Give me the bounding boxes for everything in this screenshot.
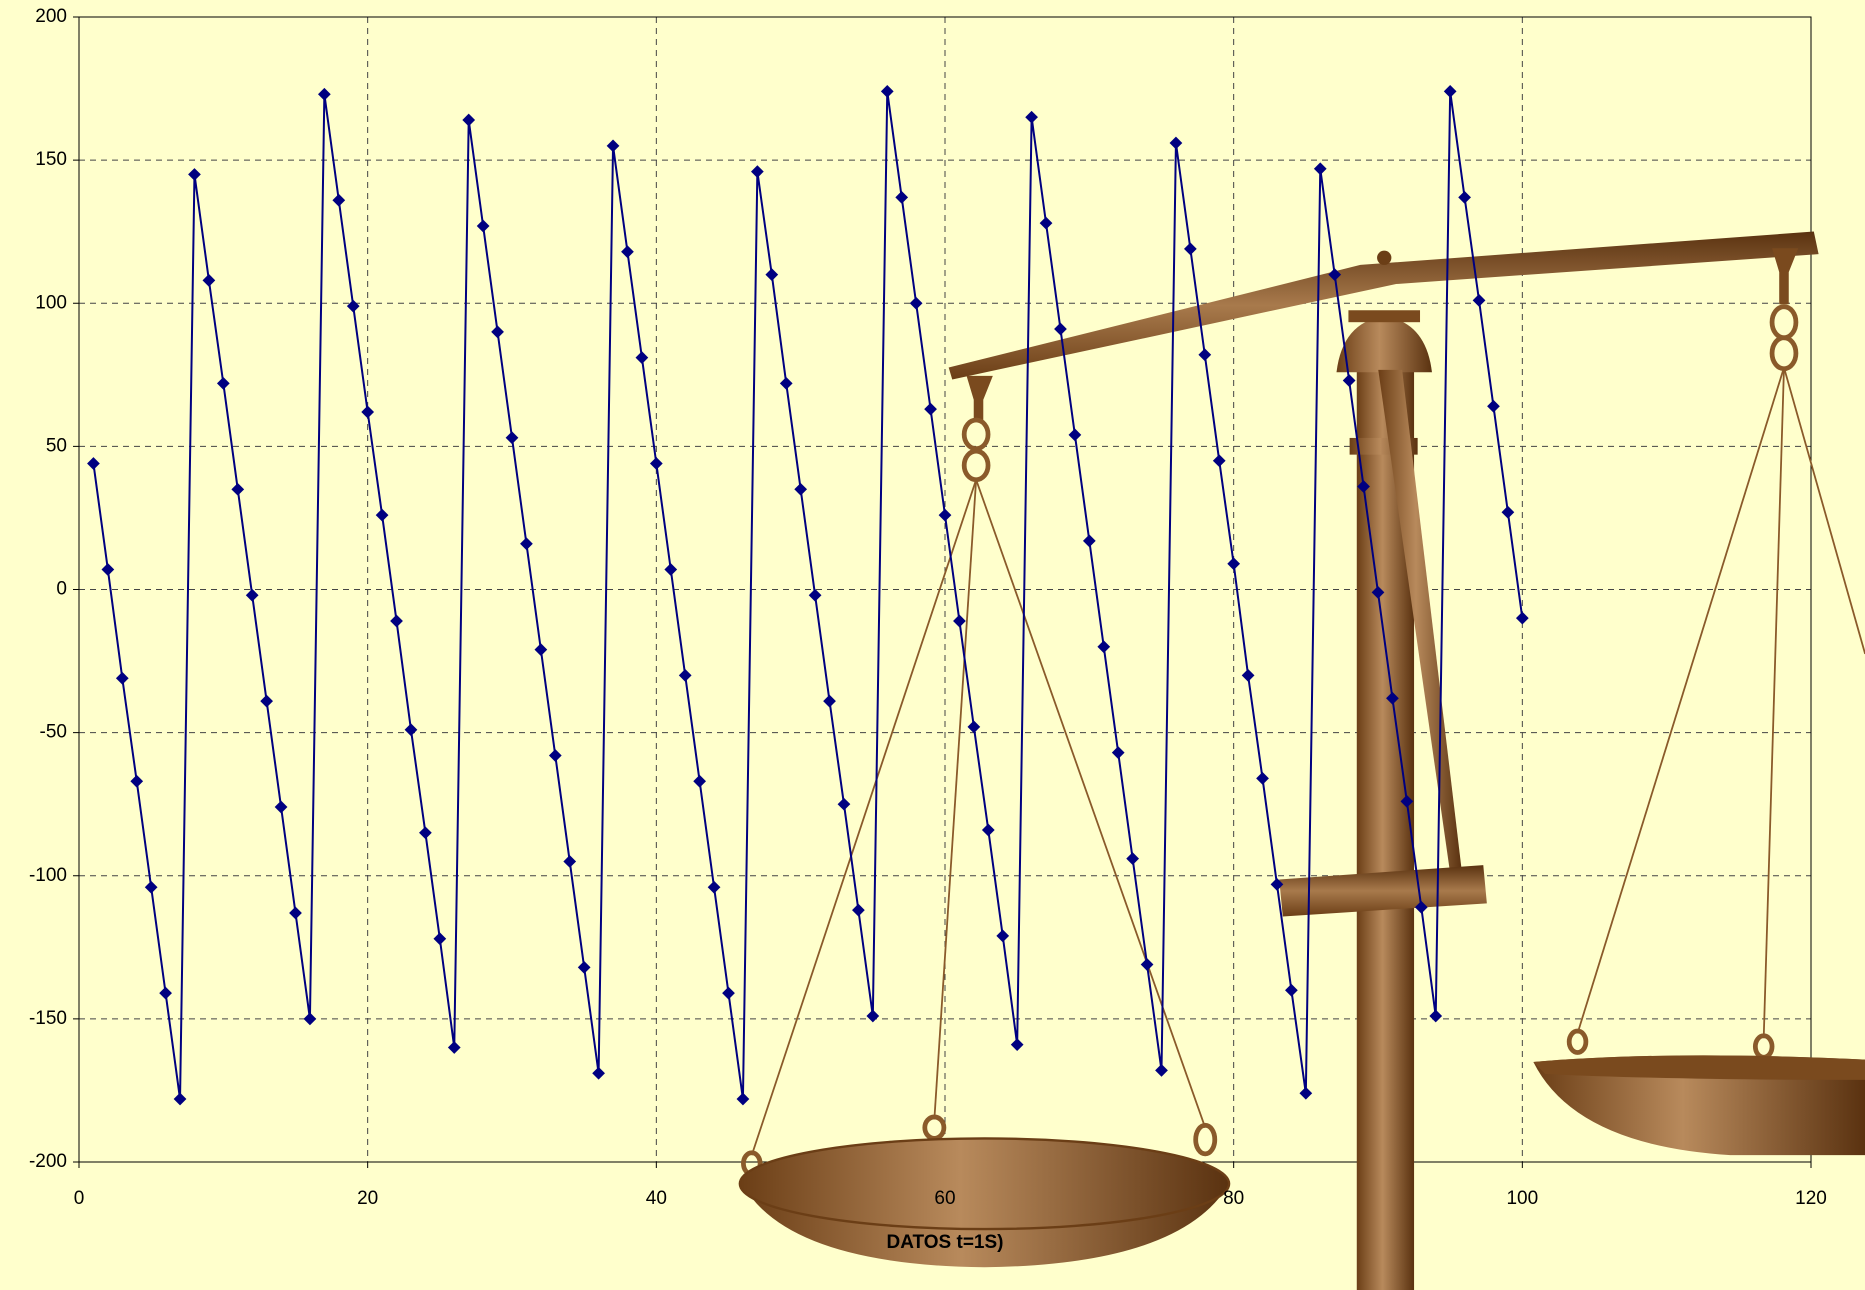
data-point xyxy=(216,377,230,390)
data-point xyxy=(462,113,476,127)
data-point xyxy=(476,219,490,233)
data-point xyxy=(361,405,375,419)
data-point xyxy=(1155,1064,1168,1077)
balance-decoration xyxy=(738,231,1865,1290)
y-tick-label: -100 xyxy=(29,865,67,886)
x-tick-label: 100 xyxy=(1506,1188,1538,1209)
x-tick-label: 60 xyxy=(934,1188,955,1209)
data-point xyxy=(202,273,216,287)
label-layer: DATOS t=1S) -200 -150 -100 -50 0 50 100 150 200 0… xyxy=(29,6,1827,1253)
x-axis-title: DATOS t=1S) xyxy=(886,1232,1003,1253)
x-tick-label: 0 xyxy=(74,1188,85,1209)
x-tick-label: 120 xyxy=(1795,1188,1827,1209)
y-tick-label: 100 xyxy=(35,292,67,313)
y-tick-label: -150 xyxy=(29,1008,67,1029)
data-point xyxy=(346,299,360,313)
data-point xyxy=(318,87,331,101)
data-point xyxy=(87,457,100,470)
x-tick-label: 40 xyxy=(646,1188,667,1209)
data-point xyxy=(332,193,346,207)
data-point xyxy=(188,168,201,181)
data-point xyxy=(1299,1086,1313,1100)
y-tick-label: 0 xyxy=(56,579,67,600)
y-tick-label: -50 xyxy=(40,722,67,743)
x-tick-label: 80 xyxy=(1223,1188,1244,1209)
data-line xyxy=(92,91,1524,1100)
data-point xyxy=(231,482,245,496)
y-tick-label: 150 xyxy=(35,149,67,170)
y-tick-label: 50 xyxy=(46,435,67,456)
data-point xyxy=(1501,505,1515,519)
data-point xyxy=(491,325,504,339)
y-tick-label: 200 xyxy=(35,6,67,27)
y-tick-label: -200 xyxy=(29,1151,67,1172)
grid xyxy=(73,16,1812,1168)
x-tick-label: 20 xyxy=(357,1188,378,1209)
